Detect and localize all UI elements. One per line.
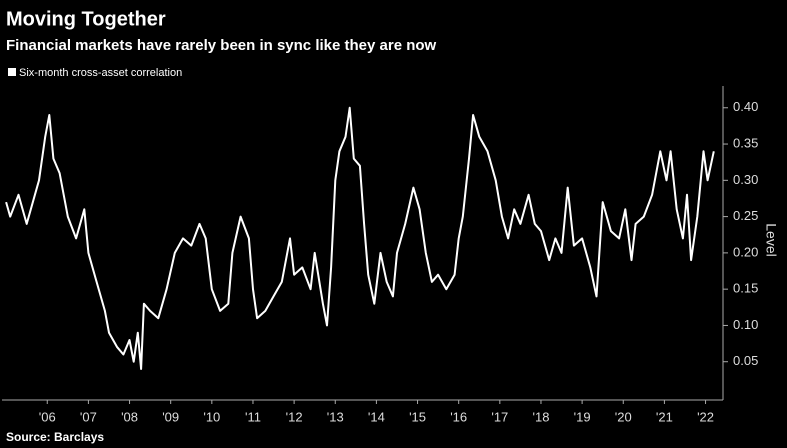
legend-swatch — [8, 68, 16, 76]
x-tick-label: '07 — [80, 409, 97, 424]
x-tick-label: '12 — [286, 409, 303, 424]
chart-subtitle: Financial markets have rarely been in sy… — [6, 37, 437, 54]
line-series — [5, 106, 715, 370]
x-tick-label: '22 — [697, 409, 714, 424]
x-tick-label: '08 — [121, 409, 138, 424]
x-tick-label: '20 — [615, 409, 632, 424]
x-tick-label: '09 — [162, 409, 179, 424]
x-tick-label: '14 — [368, 409, 385, 424]
chart-title: Moving Together — [6, 8, 166, 30]
x-tick-label: '21 — [656, 409, 673, 424]
source: Source: Barclays — [6, 430, 104, 444]
x-tick-label: '16 — [450, 409, 467, 424]
x-tick-label: '15 — [409, 409, 426, 424]
y-tick-label: 0.35 — [733, 135, 758, 150]
x-tick-label: '06 — [39, 409, 56, 424]
y-tick-label: 0.10 — [733, 317, 758, 332]
y-tick-label: 0.40 — [733, 99, 758, 114]
y-tick-label: 0.15 — [733, 281, 758, 296]
legend-label: Six-month cross-asset correlation — [19, 67, 182, 79]
y-tick-label: 0.20 — [733, 244, 758, 259]
y-tick-label: 0.30 — [733, 172, 758, 187]
x-tick-label: '11 — [245, 409, 261, 424]
y-tick-label: 0.05 — [733, 353, 758, 368]
y-axis-label: Level — [763, 223, 779, 256]
x-tick-label: '19 — [574, 409, 591, 424]
x-tick-label: '13 — [327, 409, 344, 424]
x-tick-label: '18 — [532, 409, 549, 424]
x-tick-label: '10 — [203, 409, 220, 424]
y-tick-label: 0.25 — [733, 208, 758, 223]
x-tick-label: '17 — [491, 409, 508, 424]
